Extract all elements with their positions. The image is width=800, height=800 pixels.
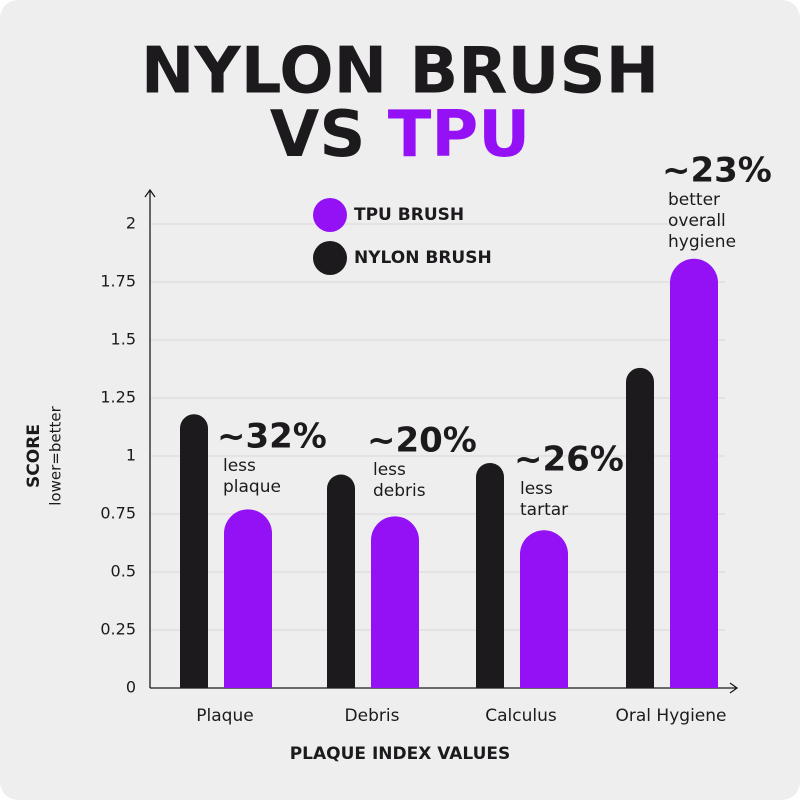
y-tick-label: 0 xyxy=(126,678,136,697)
y-axis-label: SCORE xyxy=(24,424,44,488)
y-tick-label: 1.75 xyxy=(100,272,136,291)
bar xyxy=(476,462,504,688)
annotation-value: ~20% xyxy=(367,421,477,461)
y-axis xyxy=(144,188,156,688)
title-highlight: TPU xyxy=(388,98,531,172)
y-axis-sublabel: lower=better xyxy=(47,405,65,505)
annotation-text: debris xyxy=(373,481,426,501)
annotation-text: less xyxy=(520,479,553,499)
bar xyxy=(327,474,355,688)
y-tick-label: 0.5 xyxy=(111,562,136,581)
x-tick-label: Plaque xyxy=(196,706,253,726)
annotation-text: hygiene xyxy=(668,232,736,252)
y-tick-label: 1 xyxy=(126,446,136,465)
x-axis-label: PLAQUE INDEX VALUES xyxy=(290,744,511,764)
annotation-text: overall xyxy=(668,211,726,231)
annotation-value: ~32% xyxy=(217,417,327,457)
annotation-text: tartar xyxy=(520,500,568,520)
y-tick-label: 2 xyxy=(126,214,136,233)
annotation-text: better xyxy=(668,190,720,210)
bar xyxy=(180,414,208,688)
annotation-text: less xyxy=(373,460,406,480)
chart-title: NYLON BRUSH xyxy=(141,35,659,109)
bar xyxy=(626,367,654,688)
bar xyxy=(224,509,272,688)
annotation-text: less xyxy=(223,456,256,476)
x-tick-label: Calculus xyxy=(485,706,557,726)
bar xyxy=(670,258,718,688)
legend-label: NYLON BRUSH xyxy=(354,248,492,268)
y-tick-label: 1.5 xyxy=(111,330,136,349)
legend-swatch xyxy=(313,198,347,232)
annotation-value: ~23% xyxy=(662,151,772,191)
annotation-value: ~26% xyxy=(514,440,624,480)
annotation-text: plaque xyxy=(223,477,281,497)
y-tick-label: 1.25 xyxy=(100,388,136,407)
legend-swatch xyxy=(313,241,347,275)
y-tick-label: 0.25 xyxy=(100,620,136,639)
y-tick-label: 0.75 xyxy=(100,504,136,523)
title-part: VS xyxy=(270,98,366,172)
x-tick-label: Oral Hygiene xyxy=(616,706,727,726)
chart-title: VS TPU xyxy=(270,98,530,172)
bar xyxy=(371,516,419,688)
legend-label: TPU BRUSH xyxy=(354,205,464,225)
x-tick-label: Debris xyxy=(345,706,400,726)
bar xyxy=(520,530,568,688)
